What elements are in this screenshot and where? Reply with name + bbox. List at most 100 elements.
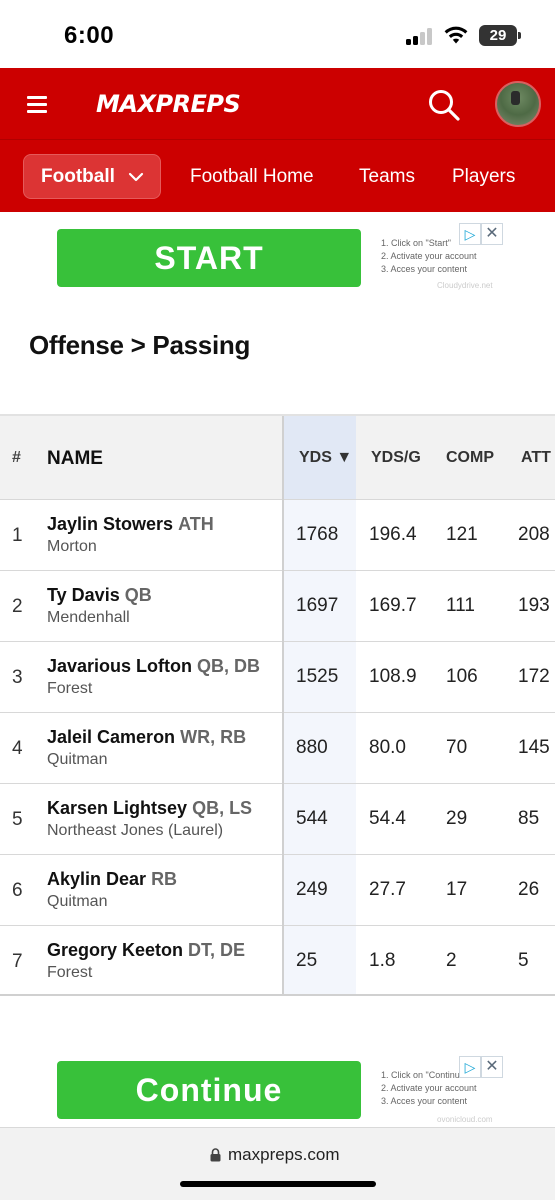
ad-start-button[interactable]: START <box>57 229 361 287</box>
player-name-link[interactable]: Akylin Dear RB <box>47 869 177 890</box>
sport-select[interactable]: Football <box>23 154 161 199</box>
table-row[interactable]: 2 Ty Davis QB Mendenhall 1697 169.7 111 193 <box>0 570 555 641</box>
ad-step: 1. Click on "Continue" <box>381 1070 468 1080</box>
cell-yds-per-game: 1.8 <box>369 950 396 971</box>
ad-close-icon[interactable]: ✕ <box>481 223 503 245</box>
cell-yds-per-game: 80.0 <box>369 737 406 758</box>
ad-step: 3. Acces your content <box>381 1096 468 1106</box>
passing-stats-table: # NAME YDS ▼ YDS/G COMP ATT 1 Jaylin Stow… <box>0 414 555 996</box>
player-position: WR, RB <box>180 727 247 747</box>
cell-yds: 544 <box>296 808 328 829</box>
cell-comp: 29 <box>446 808 468 829</box>
player-school[interactable]: Morton <box>47 538 97 555</box>
cell-rank: 7 <box>12 951 23 972</box>
sport-select-label: Football <box>41 166 115 187</box>
ad-step: 2. Activate your account <box>381 1083 477 1093</box>
player-position: QB, LS <box>192 798 253 818</box>
ad-info-icon[interactable]: ▷ <box>459 1056 481 1078</box>
player-name: Karsen Lightsey <box>47 798 188 818</box>
header-name[interactable]: NAME <box>47 448 103 469</box>
player-name: Gregory Keeton <box>47 940 184 960</box>
player-position: QB, DB <box>197 656 261 676</box>
table-row[interactable]: 5 Karsen Lightsey QB, LS Northeast Jones (… <box>0 783 555 854</box>
status-bar: 6:00 29 <box>0 0 555 68</box>
menu-icon[interactable] <box>27 96 47 113</box>
cell-yds-per-game: 54.4 <box>369 808 406 829</box>
table-row[interactable]: 7 Gregory Keeton DT, DE Forest 25 1.8 2 5 <box>0 925 555 996</box>
player-name: Javarious Lofton <box>47 656 193 676</box>
ad-steps: 1. Click on "Start" 2. Activate your acc… <box>381 237 477 276</box>
table-row[interactable]: 1 Jaylin Stowers ATH Morton 1768 196.4 121 208 <box>0 499 555 570</box>
player-position: RB <box>151 869 178 889</box>
cellular-signal-icon <box>406 27 434 45</box>
player-name-link[interactable]: Javarious Lofton QB, DB <box>47 656 260 677</box>
header-att[interactable]: ATT <box>521 449 551 466</box>
player-school[interactable]: Forest <box>47 964 93 981</box>
cell-comp: 106 <box>446 666 478 687</box>
player-name-link[interactable]: Gregory Keeton DT, DE <box>47 940 245 961</box>
ad-info-icon[interactable]: ▷ <box>459 223 481 245</box>
cell-yds: 1525 <box>296 666 339 687</box>
wifi-icon <box>444 26 468 44</box>
home-indicator <box>180 1181 376 1187</box>
ad-step: 3. Acces your content <box>381 264 468 274</box>
ad-domain: Cloudydrive.net <box>437 281 493 290</box>
cell-att: 26 <box>518 879 540 900</box>
ad-steps: 1. Click on "Continue" 2. Activate your … <box>381 1069 477 1108</box>
avatar[interactable] <box>495 81 541 127</box>
cell-rank: 3 <box>12 667 23 688</box>
ad-banner-top: START 1. Click on "Start" 2. Activate yo… <box>0 212 555 302</box>
table-row[interactable]: 6 Akylin Dear RB Quitman 249 27.7 17 26 <box>0 854 555 925</box>
cell-yds: 1697 <box>296 595 339 616</box>
cell-yds-per-game: 196.4 <box>369 524 417 545</box>
nav-teams[interactable]: Teams <box>359 166 415 187</box>
player-name-link[interactable]: Jaylin Stowers ATH <box>47 514 214 535</box>
nav-players[interactable]: Players <box>452 166 516 187</box>
player-name-link[interactable]: Ty Davis QB <box>47 585 152 606</box>
player-school[interactable]: Northeast Jones (Laurel) <box>47 822 224 839</box>
battery-icon: 29 <box>479 25 521 46</box>
table-row[interactable]: 3 Javarious Lofton QB, DB Forest 1525 108.9 1… <box>0 641 555 712</box>
column-divider <box>282 416 284 996</box>
player-school[interactable]: Mendenhall <box>47 609 130 626</box>
ad-close-icon[interactable]: ✕ <box>481 1056 503 1078</box>
player-school[interactable]: Quitman <box>47 751 108 768</box>
header-yds-per-game[interactable]: YDS/G <box>371 449 421 466</box>
search-icon[interactable] <box>427 88 461 122</box>
sport-nav: Football Football Home Teams Players <box>0 140 555 212</box>
table-row[interactable]: 4 Jaleil Cameron WR, RB Quitman 880 80.0 70 14… <box>0 712 555 783</box>
ad-step: 1. Click on "Start" <box>381 238 451 248</box>
player-school[interactable]: Forest <box>47 680 93 697</box>
cell-yds: 1768 <box>296 524 339 545</box>
table-bottom-border <box>0 994 555 996</box>
cell-rank: 5 <box>12 809 23 830</box>
cell-rank: 1 <box>12 525 23 546</box>
ad-continue-button[interactable]: Continue <box>57 1061 361 1119</box>
cell-att: 193 <box>518 595 550 616</box>
player-school[interactable]: Quitman <box>47 893 108 910</box>
player-name: Jaylin Stowers <box>47 514 174 534</box>
lock-icon <box>210 1148 221 1162</box>
cell-yds: 880 <box>296 737 328 758</box>
header-yds[interactable]: YDS ▼ <box>299 449 353 466</box>
header-comp[interactable]: COMP <box>446 449 494 466</box>
maxpreps-logo[interactable]: MAXPREPS <box>96 90 241 118</box>
header-top-bar: MAXPREPS <box>0 68 555 140</box>
page-title: Offense > Passing <box>29 330 251 360</box>
player-name-link[interactable]: Karsen Lightsey QB, LS <box>47 798 252 819</box>
cell-rank: 4 <box>12 738 23 759</box>
browser-url-bar[interactable]: maxpreps.com <box>0 1127 555 1200</box>
player-position: DT, DE <box>188 940 246 960</box>
cell-att: 145 <box>518 737 550 758</box>
player-name: Ty Davis <box>47 585 120 605</box>
cell-att: 85 <box>518 808 540 829</box>
cell-att: 208 <box>518 524 550 545</box>
cell-comp: 2 <box>446 950 457 971</box>
nav-football-home[interactable]: Football Home <box>190 166 314 187</box>
cell-yds-per-game: 169.7 <box>369 595 417 616</box>
ad-banner-bottom: Continue 1. Click on "Continue" 2. Activ… <box>0 1040 555 1126</box>
player-name: Jaleil Cameron <box>47 727 176 747</box>
cell-comp: 17 <box>446 879 468 900</box>
player-name-link[interactable]: Jaleil Cameron WR, RB <box>47 727 246 748</box>
site-header: MAXPREPS Football Football Home Teams Pl… <box>0 68 555 212</box>
